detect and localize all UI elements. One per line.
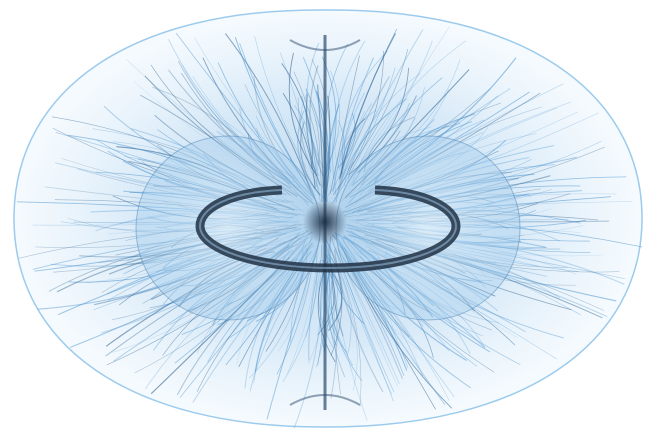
field-image bbox=[0, 0, 648, 433]
left-lobe bbox=[136, 136, 320, 320]
right-lobe bbox=[336, 136, 520, 320]
center-core bbox=[303, 200, 347, 244]
page: (() => { const svg = document.getElement… bbox=[0, 0, 648, 433]
